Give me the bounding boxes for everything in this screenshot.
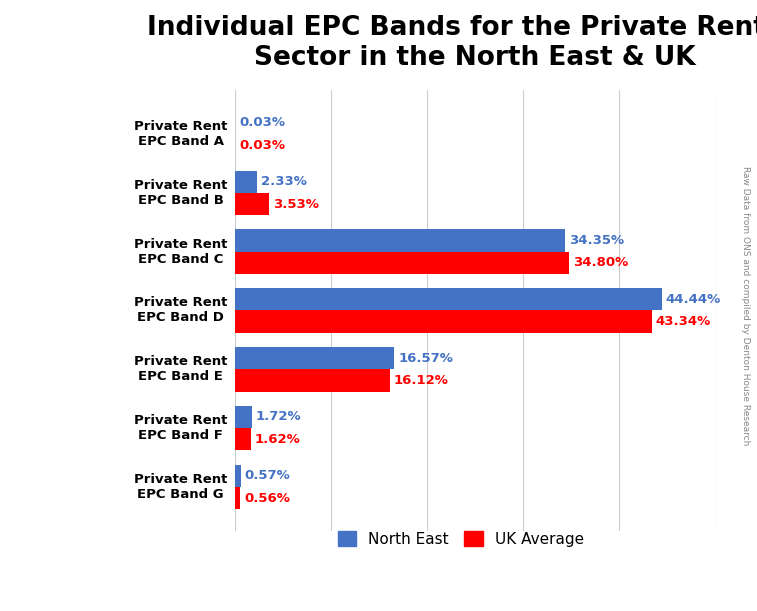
Legend: North East, UK Average: North East, UK Average: [330, 523, 592, 554]
Text: 0.03%: 0.03%: [239, 117, 285, 130]
Bar: [235, 170, 257, 193]
Text: Private Rent
EPC Band G: Private Rent EPC Band G: [134, 473, 227, 501]
Bar: [235, 288, 662, 310]
Text: 34.80%: 34.80%: [573, 257, 628, 269]
Text: Private Rent
EPC Band A: Private Rent EPC Band A: [134, 120, 227, 148]
Text: Private Rent
EPC Band D: Private Rent EPC Band D: [134, 296, 227, 324]
Text: 44.44%: 44.44%: [666, 293, 721, 306]
Bar: [235, 229, 565, 252]
Text: 1.72%: 1.72%: [255, 411, 301, 423]
Text: 1.62%: 1.62%: [254, 433, 301, 446]
Text: Private Rent
EPC Band C: Private Rent EPC Band C: [134, 238, 227, 266]
Text: 0.56%: 0.56%: [245, 492, 290, 505]
Text: Raw Data from ONS and compiled by Denton House Research: Raw Data from ONS and compiled by Denton…: [741, 166, 750, 445]
Text: 0.03%: 0.03%: [239, 139, 285, 152]
Bar: [235, 487, 241, 509]
Text: 3.53%: 3.53%: [273, 197, 319, 211]
Text: 43.34%: 43.34%: [656, 315, 711, 328]
Text: Private Rent
EPC Band E: Private Rent EPC Band E: [134, 355, 227, 383]
Text: 16.57%: 16.57%: [398, 351, 453, 365]
Text: 34.35%: 34.35%: [569, 234, 624, 247]
Bar: [235, 252, 569, 274]
Text: Private Rent
EPC Band B: Private Rent EPC Band B: [134, 179, 227, 207]
Bar: [235, 310, 652, 333]
Bar: [235, 428, 251, 450]
Text: 16.12%: 16.12%: [394, 374, 449, 387]
Bar: [235, 464, 241, 487]
Bar: [235, 193, 269, 215]
Text: Private Rent
EPC Band F: Private Rent EPC Band F: [134, 414, 227, 442]
Text: 2.33%: 2.33%: [261, 175, 307, 188]
Bar: [235, 406, 251, 428]
Bar: [235, 369, 390, 392]
Text: 0.57%: 0.57%: [245, 469, 290, 482]
Title: Individual EPC Bands for the Private Rented
Sector in the North East & UK: Individual EPC Bands for the Private Ren…: [148, 15, 757, 71]
Bar: [235, 347, 394, 369]
